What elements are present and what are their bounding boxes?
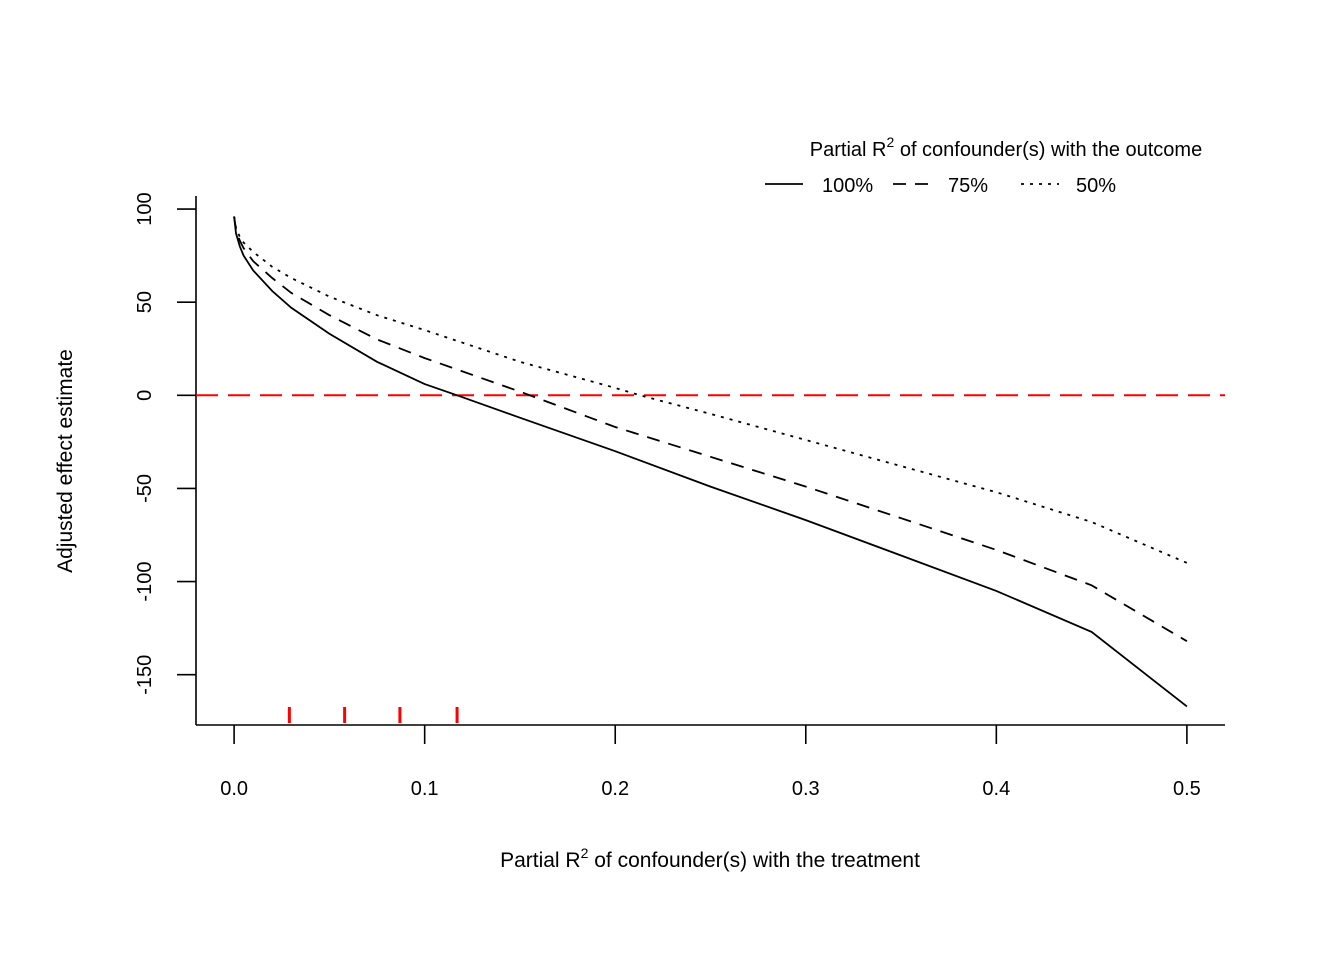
x-axis-title-rest: of confounder(s) with the treatment bbox=[588, 849, 920, 872]
legend-label: 75% bbox=[948, 175, 988, 197]
plot-area: 0.0 0.1 0.2 0.3 0.4 0.5 100 50 0 -50 -100 -150 bbox=[134, 192, 1225, 800]
y-tick-label: -50 bbox=[134, 474, 156, 503]
x-axis-title: Partial R2 of confounder(s) with the tre… bbox=[500, 845, 920, 872]
legend-title-main: Partial R bbox=[810, 139, 887, 161]
legend: Partial R2 of confounder(s) with the out… bbox=[765, 134, 1202, 197]
y-tick-label: 0 bbox=[134, 390, 156, 401]
y-tick-label: 100 bbox=[134, 192, 156, 225]
legend-title-sup: 2 bbox=[886, 134, 894, 150]
series-line-50pct bbox=[233, 216, 1188, 564]
legend-title-rest: of confounder(s) with the outcome bbox=[894, 139, 1202, 161]
y-axis-title: Adjusted effect estimate bbox=[54, 349, 77, 573]
y-tick-label: 50 bbox=[134, 291, 156, 313]
legend-title: Partial R2 of confounder(s) with the out… bbox=[810, 134, 1202, 161]
legend-label: 100% bbox=[822, 175, 873, 197]
series-line-75pct bbox=[233, 216, 1188, 642]
y-tick-label: -150 bbox=[134, 655, 156, 695]
x-tick-label: 0.5 bbox=[1173, 778, 1201, 800]
legend-label: 50% bbox=[1076, 175, 1116, 197]
x-axis-title-sup: 2 bbox=[581, 845, 589, 861]
series-line-100pct bbox=[233, 216, 1188, 708]
x-tick-label: 0.4 bbox=[982, 778, 1010, 800]
x-tick-label: 0.2 bbox=[601, 778, 629, 800]
y-tick-label: -100 bbox=[134, 562, 156, 602]
x-axis-title-main: Partial R bbox=[500, 849, 581, 872]
x-tick-label: 0.3 bbox=[792, 778, 820, 800]
x-tick-label: 0.1 bbox=[411, 778, 439, 800]
x-tick-label: 0.0 bbox=[220, 778, 248, 800]
